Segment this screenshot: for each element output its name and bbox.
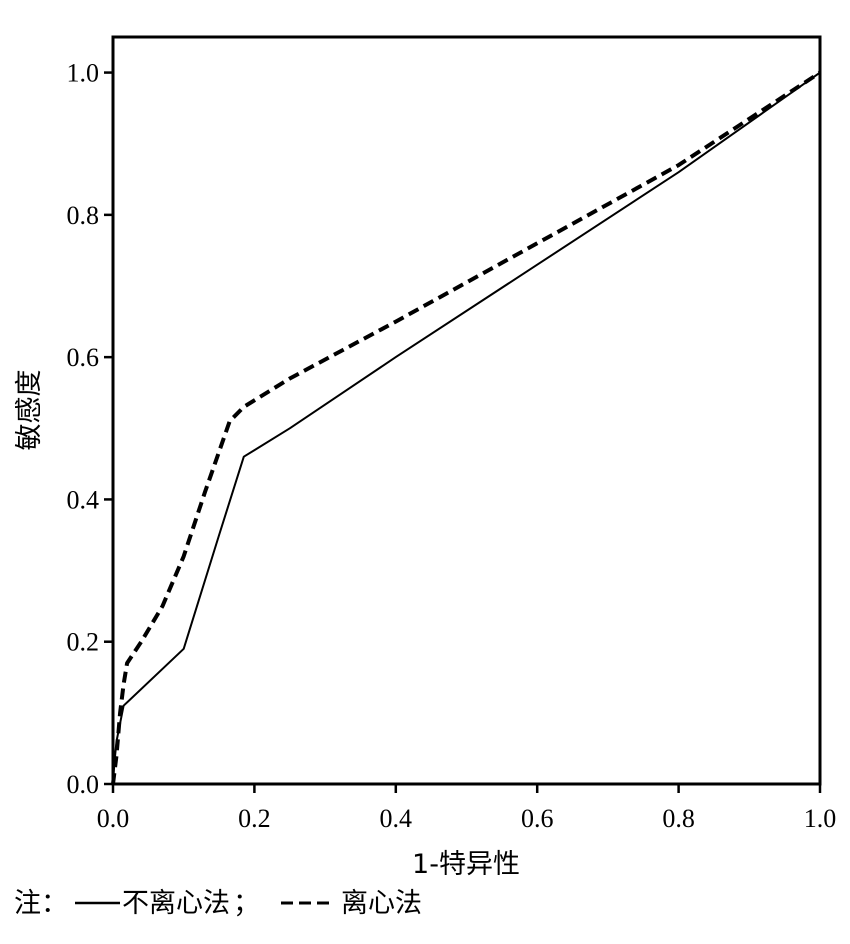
x-tick-label: 1.0 <box>804 804 837 833</box>
legend-solid-label: 不离心法 <box>122 888 230 919</box>
x-tick-label: 0.6 <box>521 804 554 833</box>
y-tick-label: 0.0 <box>67 770 100 799</box>
y-tick-label: 1.0 <box>67 59 100 88</box>
legend-dashed-label: 离心法 <box>341 888 422 919</box>
y-axis-title: 敏感度 <box>14 370 45 451</box>
tick-layer: 0.0 0.2 0.4 0.6 0.8 1.0 0.0 0.2 0.4 0.6 0.8 1.0 <box>67 59 837 833</box>
legend-prefix: 注： <box>14 888 68 919</box>
y-tick-label: 0.8 <box>67 201 100 230</box>
x-axis-title: 1-特异性 <box>412 849 520 880</box>
y-tick-label: 0.2 <box>67 628 100 657</box>
plot-frame <box>111 35 822 786</box>
series-layer <box>111 70 822 785</box>
series-line-centrifuged <box>111 70 822 785</box>
y-tick-label: 0.4 <box>67 485 100 514</box>
legend-separator: ； <box>233 888 260 919</box>
x-tick-label: 0.0 <box>97 804 130 833</box>
x-tick-label: 0.8 <box>662 804 695 833</box>
x-tick-label: 0.2 <box>238 804 271 833</box>
x-tick-label: 0.4 <box>380 804 413 833</box>
series-line-non-centrifuged <box>112 71 821 785</box>
legend-note: 注： 不离心法 ； 离心法 <box>14 888 422 919</box>
y-tick-label: 0.6 <box>67 343 100 372</box>
